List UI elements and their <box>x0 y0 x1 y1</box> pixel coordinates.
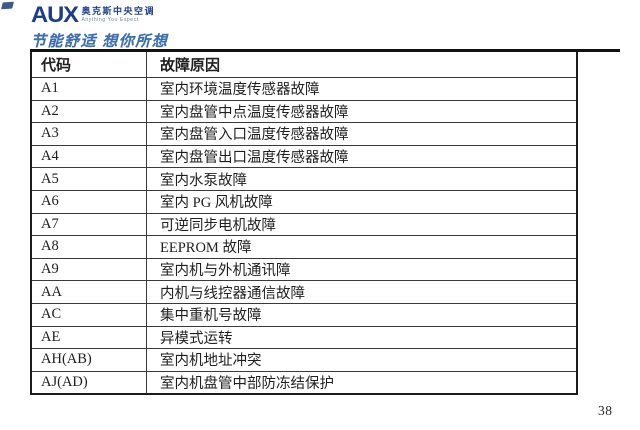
table-row: A8 EEPROM 故障 <box>30 235 578 259</box>
fault-code-cell: A1 <box>30 77 147 101</box>
fault-reason-cell: 室内机地址冲突 <box>146 348 578 372</box>
table-header-row: 代码 故障原因 <box>30 52 578 78</box>
fault-reason-cell: 室内盘管入口温度传感器故障 <box>146 122 578 146</box>
brand-slogan: 节能舒适 想你所想 <box>31 34 169 50</box>
fault-code-cell: A7 <box>30 212 147 237</box>
fault-reason-cell: 异模式运转 <box>146 325 578 350</box>
fault-reason-cell: 室内机盘管中部防冻结保护 <box>146 370 578 395</box>
fault-reason-cell: 室内机与外机通讯障 <box>146 257 578 282</box>
fault-reason-cell: 室内盘管出口温度传感器故障 <box>146 144 578 169</box>
table-row: AA 内机与线控器通信故障 <box>30 280 578 304</box>
fault-code-cell: A8 <box>30 235 147 259</box>
brand-tagline-en: Anything You Expect <box>81 17 139 23</box>
fault-reason-cell: 集中重机号故障 <box>146 302 578 327</box>
table-row: A4 室内盘管出口温度传感器故障 <box>30 144 578 169</box>
fault-code-cell: A3 <box>30 122 147 146</box>
fault-code-cell: AJ(AD) <box>30 370 147 395</box>
table-row: A7 可逆同步电机故障 <box>30 212 578 237</box>
table-row: A6 室内 PG 风机故障 <box>30 189 578 214</box>
fault-reason-cell: 室内 PG 风机故障 <box>146 189 578 214</box>
fault-code-cell: A9 <box>30 257 147 282</box>
fault-code-cell: A5 <box>30 167 147 191</box>
table-row: AE 异模式运转 <box>30 325 578 350</box>
table-body: A1 室内环境温度传感器故障 A2 室内盘管中点温度传感器故障 A3 室内盘管入口温度传感… <box>30 77 578 395</box>
fault-reason-cell: 室内水泵故障 <box>146 167 578 191</box>
table-row: A3 室内盘管入口温度传感器故障 <box>30 122 578 146</box>
brand-name-block: 奥克斯中央空调 Anything You Expect <box>81 6 155 23</box>
page-number: 38 <box>598 403 613 418</box>
table-row: A1 室内环境温度传感器故障 <box>30 77 578 101</box>
fault-code-cell: AC <box>30 302 147 327</box>
scan-artifact <box>0 1 15 10</box>
aux-logo-block: AUX 奥克斯中央空调 Anything You Expect <box>31 2 168 27</box>
fault-code-cell: A6 <box>30 189 147 214</box>
table-top-rule <box>30 49 620 52</box>
fault-reason-cell: 可逆同步电机故障 <box>146 212 578 237</box>
fault-code-table: 代码 故障原因 A1 室内环境温度传感器故障 A2 室内盘管中点温度传感器故障 A3 室内… <box>30 52 578 396</box>
table-row: A5 室内水泵故障 <box>30 167 578 191</box>
brand-header: AUX 奥克斯中央空调 Anything You Expect 节能舒适 想你所… <box>31 4 168 51</box>
fault-reason-cell: 内机与线控器通信故障 <box>146 280 578 304</box>
table-row: A9 室内机与外机通讯障 <box>30 257 578 282</box>
table-row: AJ(AD) 室内机盘管中部防冻结保护 <box>30 370 578 395</box>
fault-code-cell: A4 <box>30 144 147 169</box>
fault-code-cell: AA <box>30 280 147 304</box>
header-code: 代码 <box>30 52 147 78</box>
header-reason: 故障原因 <box>146 52 578 78</box>
fault-reason-cell: 室内盘管中点温度传感器故障 <box>146 99 578 124</box>
fault-reason-cell: EEPROM 故障 <box>146 235 578 259</box>
table-row: A2 室内盘管中点温度传感器故障 <box>30 99 578 124</box>
brand-name-cn: 奥克斯中央空调 <box>81 6 155 16</box>
aux-logo: AUX <box>31 2 79 27</box>
table-row: AH(AB) 室内机地址冲突 <box>30 348 578 372</box>
fault-code-cell: AE <box>30 325 147 350</box>
fault-code-cell: A2 <box>30 99 147 124</box>
fault-code-cell: AH(AB) <box>30 348 147 372</box>
fault-reason-cell: 室内环境温度传感器故障 <box>146 77 578 101</box>
table-row: AC 集中重机号故障 <box>30 302 578 327</box>
